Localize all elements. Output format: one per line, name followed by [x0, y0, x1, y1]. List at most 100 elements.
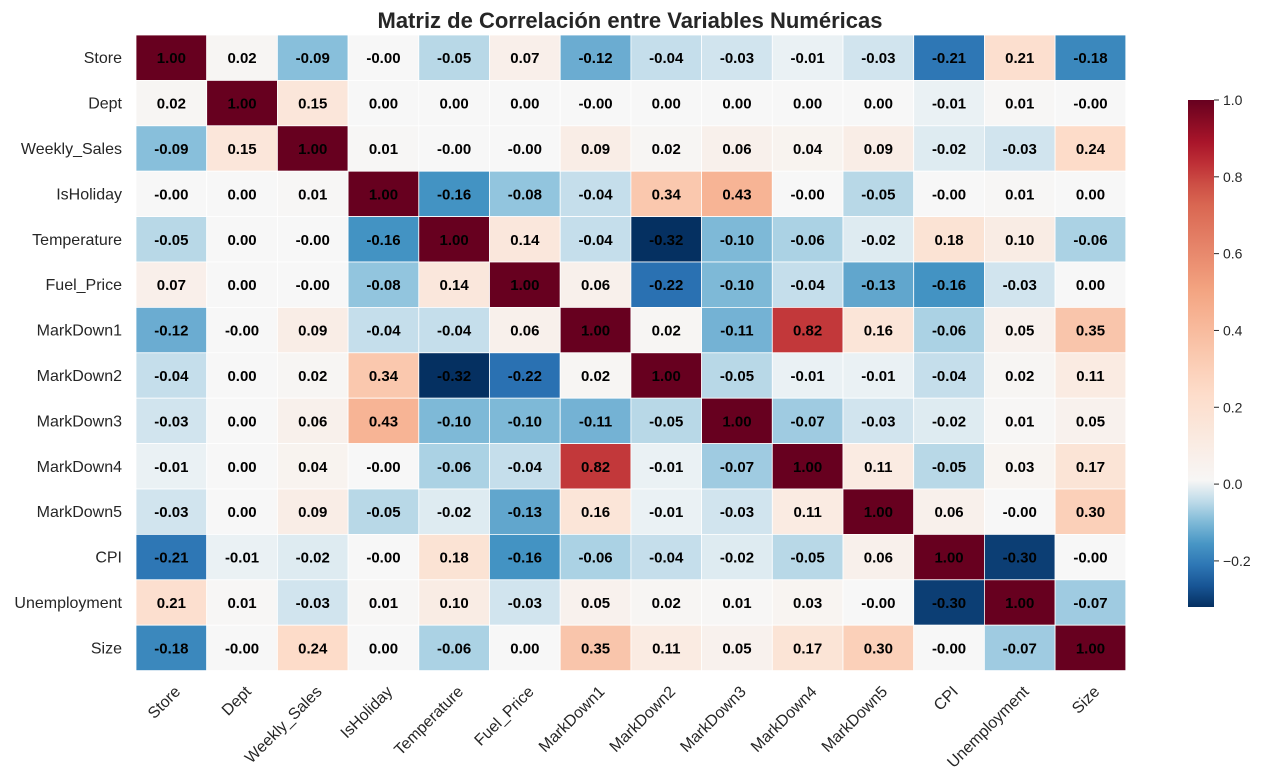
- cell-value-label: 0.35: [581, 640, 610, 657]
- column-label: Fuel_Price: [472, 683, 538, 749]
- heatmap-cell: [1054, 352, 1127, 399]
- heatmap-cell: [913, 534, 985, 581]
- cell-value-label: -0.02: [296, 550, 330, 567]
- heatmap-cell: [347, 261, 420, 308]
- heatmap-cell: [206, 261, 278, 308]
- colorbar-tick-label: 1.0: [1223, 92, 1243, 108]
- heatmap-cell: [630, 624, 703, 672]
- cell-value-label: 0.04: [298, 459, 328, 476]
- heatmap-cell: [347, 534, 420, 581]
- heatmap-cell: [984, 80, 1056, 127]
- column-label: MarkDown1: [536, 683, 608, 755]
- heatmap-cell: [559, 170, 632, 217]
- heatmap-cells: 1.00 0.02 -0.09 -0.00 -0.05 0.07 -0.12 -0.04 -0.…: [135, 34, 1127, 672]
- heatmap-cell: [559, 579, 632, 626]
- cell-value-label: -0.04: [791, 277, 826, 294]
- row-label: MarkDown4: [37, 459, 122, 476]
- cell-value-label: -0.00: [1003, 504, 1037, 521]
- cell-value-label: 0.16: [581, 504, 610, 521]
- cell-value-label: 0.00: [1076, 277, 1105, 294]
- cell-value-label: 0.07: [157, 277, 186, 294]
- cell-value-label: -0.13: [861, 277, 895, 294]
- cell-value-label: -0.21: [932, 50, 966, 67]
- heatmap-cell: [1054, 534, 1127, 581]
- heatmap-cell: [984, 624, 1056, 672]
- cell-value-label: 0.09: [298, 323, 327, 340]
- cell-value-label: -0.30: [932, 595, 966, 612]
- row-label: MarkDown1: [37, 323, 122, 340]
- cell-value-label: -0.00: [932, 186, 966, 203]
- column-label: IsHoliday: [338, 683, 397, 742]
- cell-value-label: 0.02: [227, 50, 256, 67]
- cell-value-label: 0.18: [934, 232, 963, 249]
- cell-value-label: -0.30: [1003, 550, 1037, 567]
- heatmap-cell: [842, 125, 915, 172]
- cell-value-label: 0.06: [581, 277, 610, 294]
- heatmap-cell: [276, 80, 349, 127]
- heatmap-cell: [771, 397, 844, 445]
- heatmap-cell: [1054, 579, 1127, 626]
- heatmap-cell: [347, 80, 420, 127]
- cell-value-label: 0.02: [298, 368, 327, 385]
- heatmap-cell: [913, 624, 985, 672]
- cell-value-label: 0.05: [1005, 323, 1034, 340]
- heatmap-cell: [489, 624, 561, 672]
- heatmap-cell: [842, 170, 915, 217]
- cell-value-label: -0.00: [296, 232, 330, 249]
- heatmap-cell: [701, 170, 773, 217]
- heatmap-cell: [630, 306, 703, 354]
- cell-value-label: -0.22: [649, 277, 683, 294]
- cell-value-label: -0.01: [649, 504, 683, 521]
- column-label: MarkDown2: [607, 683, 679, 755]
- column-label: Size: [1069, 683, 1103, 717]
- heatmap-cell: [418, 261, 490, 308]
- cell-value-label: -0.10: [720, 277, 754, 294]
- cell-value-label: -0.21: [154, 550, 188, 567]
- cell-value-label: -0.02: [861, 232, 895, 249]
- heatmap-cell: [701, 125, 773, 172]
- heatmap-cell: [135, 397, 208, 445]
- heatmap-cell: [1054, 443, 1127, 490]
- colorbar-tick-label: 0.6: [1223, 246, 1243, 262]
- heatmap-cell: [135, 352, 208, 399]
- cell-value-label: -0.00: [154, 186, 188, 203]
- cell-value-label: 0.10: [1005, 232, 1034, 249]
- cell-value-label: -0.03: [154, 504, 188, 521]
- cell-value-label: -0.04: [578, 232, 613, 249]
- cell-value-label: 0.43: [722, 186, 751, 203]
- heatmap-cell: [771, 579, 844, 626]
- cell-value-label: 0.06: [722, 141, 751, 158]
- column-label: Temperature: [391, 683, 467, 759]
- heatmap-cell: [701, 534, 773, 581]
- cell-value-label: 0.21: [157, 595, 186, 612]
- cell-value-label: 0.06: [864, 550, 893, 567]
- cell-value-label: -0.04: [578, 186, 613, 203]
- cell-value-label: -0.01: [154, 459, 188, 476]
- heatmap-cell: [1054, 170, 1127, 217]
- heatmap-cell: [559, 488, 632, 535]
- heatmap-cell: [276, 443, 349, 490]
- heatmap-cell: [771, 34, 844, 81]
- cell-value-label: 0.82: [793, 323, 822, 340]
- row-label: Unemployment: [14, 595, 122, 612]
- heatmap-cell: [135, 624, 208, 672]
- heatmap-cell: [347, 443, 420, 490]
- cell-value-label: 0.14: [440, 277, 470, 294]
- cell-value-label: -0.04: [649, 50, 684, 67]
- cell-value-label: 0.00: [227, 186, 256, 203]
- heatmap-cell: [559, 397, 632, 445]
- heatmap-cell: [135, 306, 208, 354]
- cell-value-label: 0.04: [793, 141, 823, 158]
- colorbar-tick-label: 0.2: [1223, 399, 1243, 415]
- cell-value-label: -0.08: [508, 186, 542, 203]
- cell-value-label: -0.03: [296, 595, 330, 612]
- heatmap-cell: [559, 261, 632, 308]
- cell-value-label: 0.01: [298, 186, 327, 203]
- heatmap-cell: [913, 170, 985, 217]
- cell-value-label: 0.00: [510, 640, 539, 657]
- cell-value-label: 0.30: [864, 640, 893, 657]
- heatmap-cell: [701, 488, 773, 535]
- cell-value-label: -0.05: [932, 459, 966, 476]
- cell-value-label: 0.18: [440, 550, 469, 567]
- heatmap-cell: [276, 397, 349, 445]
